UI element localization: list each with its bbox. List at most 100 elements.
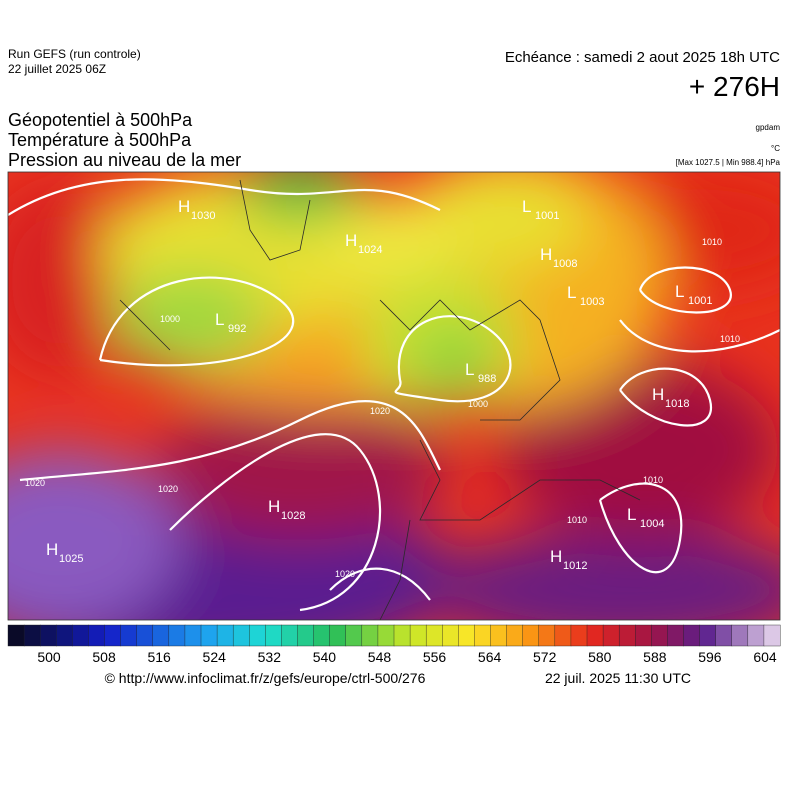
pressure-center: H 1030 bbox=[178, 197, 215, 222]
colorbar-swatch bbox=[651, 624, 668, 647]
contour-label: 1010 bbox=[702, 237, 722, 247]
colorbar-swatch bbox=[667, 624, 685, 647]
center-value: 988 bbox=[478, 373, 496, 385]
colorbar-swatch bbox=[281, 624, 298, 647]
map-field bbox=[8, 172, 780, 620]
center-letter: H bbox=[268, 497, 280, 516]
pressure-center: H 1024 bbox=[345, 231, 382, 256]
colorbar-swatch bbox=[602, 624, 620, 647]
title: Température à 500hPa bbox=[8, 130, 192, 150]
source: © http://www.infoclimat.fr/z/gefs/europe… bbox=[105, 670, 426, 686]
colorbar-swatch bbox=[152, 624, 170, 647]
contour-label: 1010 bbox=[567, 515, 587, 525]
unit: gpdam bbox=[756, 123, 781, 132]
issued: 22 juil. 2025 11:30 UTC bbox=[545, 670, 691, 686]
center-letter: L bbox=[567, 283, 576, 302]
center-letter: H bbox=[652, 385, 664, 404]
contour-label: 1010 bbox=[643, 475, 663, 485]
pressure-center: H 1018 bbox=[652, 385, 689, 410]
colorbar-swatch bbox=[731, 624, 749, 647]
colorbar-tick-label: 508 bbox=[92, 649, 116, 665]
pressure-center: H 1025 bbox=[46, 540, 83, 565]
center-letter: L bbox=[522, 197, 531, 216]
center-value: 1018 bbox=[665, 398, 689, 410]
pressure-center: L 1004 bbox=[627, 505, 664, 530]
center-letter: H bbox=[540, 245, 552, 264]
colorbar-swatch bbox=[232, 624, 250, 647]
colorbar-swatch bbox=[474, 624, 491, 647]
colorbar-swatch bbox=[313, 624, 331, 647]
contour-label: 1000 bbox=[468, 399, 488, 409]
colorbar-swatch bbox=[136, 624, 154, 647]
pressure-center: H 1012 bbox=[550, 547, 587, 572]
center-value: 1030 bbox=[191, 210, 215, 222]
colorbar-swatch bbox=[361, 624, 379, 647]
colorbar-swatch bbox=[345, 624, 363, 647]
colorbar-swatch bbox=[297, 624, 315, 647]
unit: [Max 1027.5 | Min 988.4] hPa bbox=[676, 158, 781, 167]
center-value: 1001 bbox=[688, 295, 712, 307]
colorbar-swatch bbox=[329, 624, 347, 647]
contour-label: 1020 bbox=[158, 484, 178, 494]
center-letter: L bbox=[675, 282, 684, 301]
colorbar-swatch bbox=[409, 624, 427, 647]
center-letter: L bbox=[215, 310, 224, 329]
pressure-center: L 992 bbox=[215, 310, 246, 335]
colorbar-swatch bbox=[7, 624, 25, 647]
contour-label: 1010 bbox=[720, 334, 740, 344]
pressure-center: H 1028 bbox=[268, 497, 305, 522]
colorbar-swatch bbox=[377, 624, 395, 647]
colorbar-tick-label: 516 bbox=[147, 649, 171, 665]
colorbar-swatch bbox=[72, 624, 89, 647]
colorbar-swatch bbox=[699, 624, 717, 647]
unit: °C bbox=[771, 144, 780, 153]
colorbar-tick-label: 540 bbox=[313, 649, 337, 665]
contour-label: 1020 bbox=[370, 406, 390, 416]
title: Pression au niveau de la mer bbox=[8, 150, 241, 170]
run-name: Run GEFS (run controle) bbox=[8, 47, 141, 61]
colorbar-swatch bbox=[715, 624, 733, 647]
center-value: 1025 bbox=[59, 553, 83, 565]
center-letter: L bbox=[627, 505, 636, 524]
colorbar-tick-label: 548 bbox=[368, 649, 392, 665]
title: Géopotentiel à 500hPa bbox=[8, 110, 193, 130]
colorbar-tick-label: 596 bbox=[698, 649, 722, 665]
pressure-center: L 988 bbox=[465, 360, 496, 385]
contour-label: 1020 bbox=[25, 478, 45, 488]
colorbar-swatch bbox=[554, 624, 572, 647]
center-letter: H bbox=[345, 231, 357, 250]
colorbar-tick-label: 588 bbox=[643, 649, 667, 665]
run-date: 22 juillet 2025 06Z bbox=[8, 62, 106, 76]
pressure-center: L 1001 bbox=[675, 282, 712, 307]
pressure-center: L 1001 bbox=[522, 197, 559, 222]
colorbar-tick-label: 500 bbox=[37, 649, 61, 665]
contour-label: 1020 bbox=[335, 569, 355, 579]
colorbar-tick-label: 580 bbox=[588, 649, 612, 665]
valid-time: Echéance : samedi 2 aout 2025 18h UTC bbox=[505, 49, 780, 66]
colorbar-swatch bbox=[683, 624, 701, 647]
colorbar-swatch bbox=[168, 624, 186, 647]
colorbar-swatch bbox=[442, 624, 459, 647]
colorbar-swatch bbox=[120, 624, 138, 647]
colorbar-tick-label: 532 bbox=[258, 649, 282, 665]
colorbar bbox=[7, 624, 781, 647]
center-value: 1008 bbox=[553, 258, 577, 270]
colorbar-swatch bbox=[88, 624, 105, 647]
colorbar-swatch bbox=[23, 624, 41, 647]
colorbar-swatch bbox=[635, 624, 652, 647]
center-value: 1004 bbox=[640, 518, 664, 530]
colorbar-swatch bbox=[747, 624, 765, 647]
colorbar-swatch bbox=[425, 624, 443, 647]
colorbar-swatch bbox=[104, 624, 122, 647]
colorbar-tick-label: 604 bbox=[753, 649, 777, 665]
colorbar-swatch bbox=[490, 624, 508, 647]
colorbar-swatch bbox=[249, 624, 266, 647]
center-value: 1012 bbox=[563, 560, 587, 572]
colorbar-swatch bbox=[506, 624, 524, 647]
lead-time: + 276H bbox=[689, 71, 780, 102]
colorbar-tick-label: 556 bbox=[423, 649, 447, 665]
center-value: 1003 bbox=[580, 296, 604, 308]
center-value: 1024 bbox=[358, 244, 382, 256]
